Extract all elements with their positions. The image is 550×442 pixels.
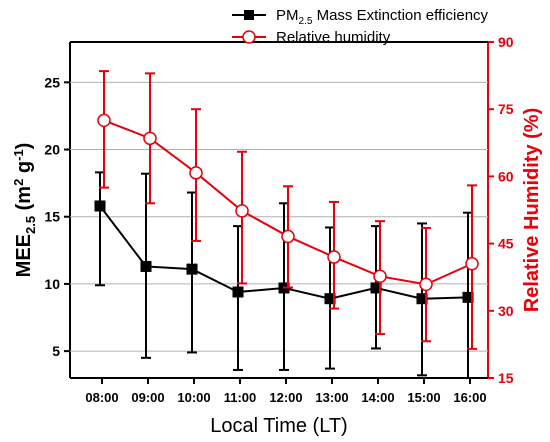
x-tick-label: 13:00 (315, 390, 348, 405)
data-point-square (232, 286, 244, 298)
data-point-circle (189, 166, 203, 180)
left-tick-label: 10 (44, 276, 60, 292)
x-tick-label: 14:00 (361, 390, 394, 405)
x-tick-label: 10:00 (177, 390, 210, 405)
legend-marker-square (244, 10, 254, 20)
x-ticks: 08:00 09:00 10:00 11:00 12:00 13:00 14:00 15:00… (85, 378, 487, 405)
left-tick-label: 15 (44, 209, 60, 225)
legend-label-mee: PM2.5 Mass Extinction efficiency (276, 7, 489, 27)
data-point-circle (281, 229, 295, 244)
data-point-circle (373, 269, 387, 284)
data-point-circle (327, 250, 341, 264)
data-point-square (186, 263, 198, 275)
data-point-circle (419, 277, 433, 292)
right-tick-label: 75 (498, 101, 514, 117)
left-y-ticks: 5 10 15 20 25 (44, 74, 70, 359)
left-tick-label: 5 (52, 343, 60, 359)
data-point-circle (97, 113, 111, 128)
legend: PM2.5 Mass Extinction efficiency Relativ… (232, 7, 489, 46)
data-point-square (140, 260, 152, 272)
left-tick-label: 25 (44, 74, 60, 90)
x-tick-label: 15:00 (407, 390, 440, 405)
x-tick-label: 11:00 (224, 390, 257, 405)
x-tick-label: 12:00 (269, 390, 302, 405)
x-tick-label: 09:00 (131, 390, 164, 405)
y-axis-left-title: MEE2.5 (m2 g-1) (11, 143, 38, 278)
data-point-square (416, 293, 428, 305)
right-tick-label: 90 (498, 34, 514, 50)
data-point-circle (143, 131, 157, 146)
right-tick-label: 60 (498, 168, 514, 184)
data-point-circle (235, 204, 249, 218)
series-layer (94, 70, 479, 378)
right-tick-label: 30 (498, 303, 514, 319)
x-axis-title: Local Time (LT) (210, 415, 347, 437)
right-y-ticks: 15 30 45 60 75 90 (488, 34, 514, 386)
series-rh (97, 70, 479, 350)
left-tick-label: 20 (44, 142, 60, 158)
data-point-square (94, 200, 106, 212)
x-tick-label: 08:00 (85, 390, 118, 405)
legend-label-rh: Relative humidity (276, 29, 391, 46)
data-point-square (324, 293, 336, 305)
legend-entry-rh: Relative humidity (232, 29, 391, 46)
right-tick-label: 15 (498, 370, 514, 386)
legend-entry-mee: PM2.5 Mass Extinction efficiency (232, 7, 489, 27)
data-point-square (370, 282, 382, 294)
plot-frame (69, 41, 489, 379)
data-point-square (462, 291, 474, 303)
y-axis-right-title: Relative Humidity (%) (521, 108, 543, 312)
legend-marker-circle (242, 30, 256, 44)
right-tick-label: 45 (498, 236, 514, 252)
x-tick-label: 16:00 (453, 390, 486, 405)
data-point-circle (465, 257, 479, 271)
